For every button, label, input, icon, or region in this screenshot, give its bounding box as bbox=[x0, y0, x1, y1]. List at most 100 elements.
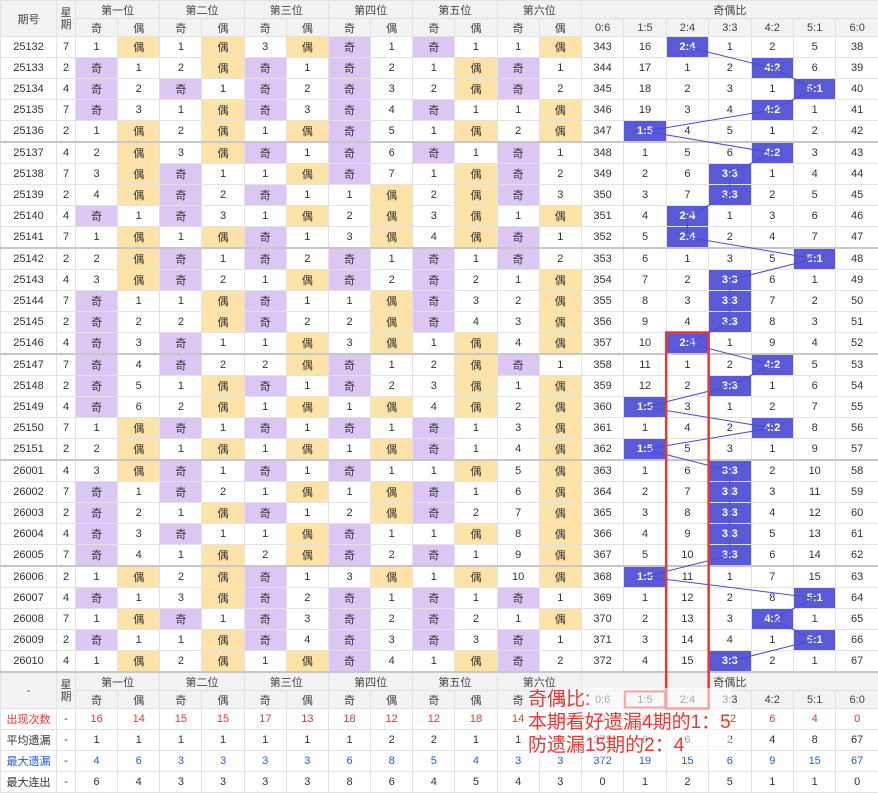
odd-header: 奇 bbox=[159, 690, 203, 709]
miss-count: 3 bbox=[538, 184, 582, 206]
miss-count: 5 bbox=[117, 375, 161, 397]
miss-count: 4 bbox=[496, 332, 540, 355]
parity-hit: 偶 bbox=[117, 247, 161, 270]
ratio-miss: 47 bbox=[835, 226, 878, 249]
ratio-miss: 6 bbox=[665, 163, 710, 185]
parity-hit: 奇 bbox=[327, 141, 372, 164]
miss-count: 1 bbox=[74, 608, 119, 630]
ratio-hit: 4:2 bbox=[750, 99, 794, 121]
ratio-miss: 350 bbox=[580, 184, 625, 206]
ratio-miss: 5 bbox=[623, 544, 667, 567]
issue: 25132 bbox=[0, 36, 57, 58]
ratio-miss: 358 bbox=[580, 353, 625, 376]
parity-hit: 奇 bbox=[412, 587, 456, 609]
issue: 25141 bbox=[0, 226, 57, 249]
ratio-miss: 348 bbox=[580, 141, 625, 164]
parity-hit: 偶 bbox=[117, 163, 161, 185]
table-row: 26009 2 奇 1 1 偶奇 4 奇 3 奇 3 奇 1 371 3 14 4 1 5:1 66 bbox=[0, 629, 878, 651]
parity-hit: 奇 bbox=[412, 481, 456, 503]
miss-count: 1 bbox=[285, 226, 329, 249]
odd-header: 奇 bbox=[243, 690, 287, 709]
ratio-miss: 61 bbox=[835, 523, 878, 545]
weekday: 7 bbox=[56, 481, 76, 503]
ratio-label: 5:1 bbox=[792, 690, 837, 709]
miss-count: 1 bbox=[538, 57, 582, 79]
ratio-miss: 2 bbox=[665, 375, 710, 397]
miss-count: 1 bbox=[243, 438, 287, 461]
miss-count: 1 bbox=[496, 375, 540, 397]
ratio-miss: 372 bbox=[580, 650, 625, 673]
parity-hit: 奇 bbox=[159, 459, 203, 482]
parity-hit: 偶 bbox=[201, 99, 245, 121]
weekday-header: 星期 bbox=[56, 671, 76, 709]
ratio-hit: 3:3 bbox=[708, 459, 752, 482]
parity-hit: 偶 bbox=[538, 99, 582, 121]
stat-value: 5 bbox=[708, 771, 752, 793]
ratio-miss: 365 bbox=[580, 502, 625, 524]
ratio-miss: 64 bbox=[835, 587, 878, 609]
table-row: 25144 7 奇 1 1 偶奇 1 1 偶奇 3 2 偶 355 8 3 3:3 7 2 50 bbox=[0, 290, 878, 312]
miss-count: 1 bbox=[327, 290, 372, 312]
parity-hit: 偶 bbox=[117, 438, 161, 461]
parity-hit: 偶 bbox=[201, 565, 245, 588]
parity-hit: 偶 bbox=[370, 290, 414, 312]
parity-hit: 偶 bbox=[201, 438, 245, 461]
miss-count: 1 bbox=[496, 99, 540, 121]
stat-label: 出现次数 bbox=[0, 708, 57, 730]
ratio-miss: 5 bbox=[792, 36, 837, 58]
miss-count: 3 bbox=[285, 99, 329, 121]
parity-hit: 奇 bbox=[159, 353, 203, 376]
parity-hit: 偶 bbox=[538, 36, 582, 58]
parity-hit: 偶 bbox=[454, 78, 498, 100]
parity-hit: 奇 bbox=[496, 226, 540, 249]
ratio-miss: 2 bbox=[665, 269, 710, 291]
issue: 25138 bbox=[0, 163, 57, 185]
miss-count: 2 bbox=[327, 205, 372, 227]
weekday: 4 bbox=[56, 587, 76, 609]
miss-count: 1 bbox=[117, 629, 161, 651]
parity-hit: 奇 bbox=[243, 502, 287, 524]
miss-count: 6 bbox=[117, 396, 161, 418]
ratio-miss: 2 bbox=[708, 226, 752, 249]
parity-hit: 偶 bbox=[285, 353, 329, 376]
even-header: 偶 bbox=[117, 690, 161, 709]
stat-weekday: - bbox=[56, 771, 76, 793]
ratio-label: 3:3 bbox=[708, 18, 752, 37]
ratio-miss: 10 bbox=[792, 459, 837, 482]
miss-count: 3 bbox=[327, 565, 372, 588]
ratio-miss: 2 bbox=[623, 481, 667, 503]
miss-count: 7 bbox=[370, 163, 414, 185]
miss-count: 1 bbox=[412, 163, 456, 185]
issue: 25147 bbox=[0, 353, 57, 376]
ratio-miss: 1 bbox=[792, 269, 837, 291]
weekday: 2 bbox=[56, 120, 76, 143]
ratio-miss: 1 bbox=[708, 332, 752, 355]
ratio-miss: 14 bbox=[792, 544, 837, 567]
ratio-miss: 371 bbox=[580, 629, 625, 651]
miss-count: 1 bbox=[412, 459, 456, 482]
weekday: 7 bbox=[56, 353, 76, 376]
stat-value: 9 bbox=[750, 750, 794, 772]
parity-hit: 偶 bbox=[454, 184, 498, 206]
ratio-miss: 53 bbox=[835, 353, 878, 376]
ratio-miss: 56 bbox=[835, 417, 878, 439]
parity-hit: 奇 bbox=[327, 36, 372, 58]
ratio-miss: 4 bbox=[750, 502, 794, 524]
position-header: 第四位 bbox=[327, 671, 414, 691]
weekday: 2 bbox=[56, 57, 76, 79]
miss-count: 4 bbox=[74, 184, 119, 206]
table-row: - 星期 第一位 第二位 第三位 第四位 第五位 第六位 奇偶比 bbox=[0, 671, 878, 709]
miss-count: 4 bbox=[454, 311, 498, 333]
miss-count: 1 bbox=[327, 396, 372, 418]
table-row: 26005 7 奇 4 1 偶 2 偶奇 2 奇 1 9 偶 367 5 10 3:3 6 14 62 bbox=[0, 544, 878, 567]
miss-count: 4 bbox=[412, 396, 456, 418]
ratio-miss: 3 bbox=[708, 608, 752, 630]
parity-hit: 奇 bbox=[159, 608, 203, 630]
ratio-hit: 3:3 bbox=[708, 650, 752, 673]
stat-label: 最大连出 bbox=[0, 771, 57, 793]
ratio-miss: 2 bbox=[750, 650, 794, 673]
miss-count: 1 bbox=[243, 269, 287, 291]
odd-header: 奇 bbox=[327, 690, 372, 709]
issue: 25135 bbox=[0, 99, 57, 121]
even-header: 偶 bbox=[201, 690, 245, 709]
